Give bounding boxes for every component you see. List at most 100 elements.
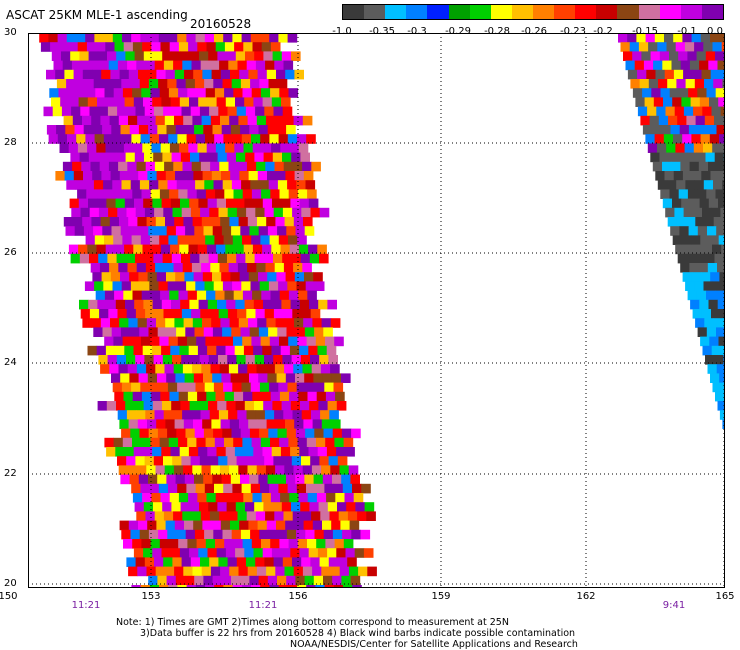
swath-cell bbox=[145, 161, 156, 172]
swath-cell bbox=[320, 511, 330, 521]
swath-cell bbox=[216, 244, 226, 255]
swath-cell bbox=[278, 483, 288, 494]
swath-cell bbox=[127, 263, 138, 273]
swath-cell bbox=[324, 483, 334, 494]
swath-cell bbox=[82, 115, 92, 126]
swath-cell bbox=[657, 42, 667, 52]
swath-cell bbox=[673, 69, 684, 80]
swath-cell bbox=[136, 263, 147, 273]
swath-cell bbox=[149, 281, 159, 291]
swath-cell bbox=[268, 180, 279, 190]
swath-cell bbox=[289, 391, 299, 402]
swath-cell bbox=[93, 327, 103, 337]
swath-cell bbox=[697, 226, 708, 236]
swath-cell bbox=[242, 189, 253, 199]
swath-cell bbox=[160, 493, 171, 503]
swath-cell bbox=[648, 79, 659, 89]
swath-cell bbox=[101, 272, 112, 282]
swath-cell bbox=[149, 585, 160, 588]
swath-cell bbox=[63, 217, 74, 227]
swath-cell bbox=[675, 244, 685, 255]
swath-map bbox=[28, 33, 725, 588]
swath-cell bbox=[273, 106, 284, 117]
swath-cell bbox=[685, 79, 696, 89]
swath-cell bbox=[242, 235, 252, 245]
swath-cell bbox=[701, 309, 712, 319]
swath-cell bbox=[314, 529, 325, 540]
swath-cell bbox=[103, 180, 113, 190]
swath-cell bbox=[131, 336, 142, 347]
swath-cell bbox=[332, 575, 342, 586]
swath-cell bbox=[115, 299, 126, 310]
swath-cell bbox=[623, 51, 633, 61]
swath-cell bbox=[190, 106, 201, 117]
swath-cell bbox=[136, 511, 146, 521]
swath-cell bbox=[130, 281, 141, 291]
swath-cell bbox=[181, 557, 192, 567]
swath-cell bbox=[721, 244, 725, 255]
swath-cell bbox=[660, 88, 671, 98]
swath-cell bbox=[240, 226, 250, 236]
swath-cell bbox=[92, 69, 102, 80]
swath-cell bbox=[313, 272, 323, 282]
swath-cell bbox=[259, 79, 269, 89]
swath-cell bbox=[191, 60, 202, 71]
swath-cell bbox=[246, 557, 256, 567]
swath-cell bbox=[217, 51, 227, 61]
swath-cell bbox=[247, 566, 258, 577]
swath-cell bbox=[150, 539, 161, 549]
swath-cell bbox=[325, 336, 335, 347]
swath-cell bbox=[706, 290, 716, 301]
swath-cell bbox=[364, 502, 375, 512]
swath-cell bbox=[697, 88, 707, 98]
swath-cell bbox=[220, 566, 230, 577]
swath-cell bbox=[213, 79, 223, 89]
swath-cell bbox=[162, 253, 173, 264]
swath-cell bbox=[120, 327, 131, 337]
swath-cell bbox=[198, 198, 208, 209]
swath-cell bbox=[110, 69, 120, 80]
swath-cell bbox=[665, 106, 676, 117]
swath-cell bbox=[307, 391, 318, 402]
swath-cell bbox=[303, 318, 313, 328]
swath-cell bbox=[276, 272, 286, 282]
swath-cell bbox=[296, 281, 307, 291]
swath-cell bbox=[273, 355, 283, 365]
swath-cell bbox=[283, 263, 294, 273]
swath-cell bbox=[139, 180, 150, 190]
color-scale-label: -0.15 bbox=[632, 26, 658, 37]
swath-cell bbox=[664, 69, 675, 80]
swath-cell bbox=[238, 115, 248, 126]
swath-cell bbox=[62, 60, 73, 71]
swath-cell bbox=[86, 88, 96, 98]
swath-cell bbox=[245, 456, 256, 466]
swath-cell bbox=[104, 290, 115, 301]
swath-cell bbox=[180, 51, 191, 61]
swath-cell bbox=[215, 493, 226, 503]
swath-cell bbox=[230, 125, 241, 135]
swath-cell bbox=[138, 272, 148, 282]
swath-cell bbox=[48, 33, 58, 43]
swath-cell bbox=[150, 235, 160, 245]
swath-cell bbox=[138, 474, 149, 485]
swath-cell bbox=[304, 373, 314, 383]
swath-cell bbox=[229, 419, 240, 429]
swath-cell bbox=[144, 106, 155, 117]
swath-cell bbox=[74, 125, 85, 135]
swath-cell bbox=[258, 373, 268, 383]
swath-cell bbox=[77, 189, 87, 199]
swath-cell bbox=[176, 428, 186, 439]
swath-cell bbox=[666, 42, 677, 52]
swath-cell bbox=[186, 585, 197, 588]
swath-cell bbox=[223, 134, 233, 144]
product-title: ASCAT 25KM MLE-1 ascending bbox=[6, 8, 188, 22]
swath-cell bbox=[176, 281, 187, 291]
swath-cell bbox=[250, 483, 261, 494]
swath-cell bbox=[184, 125, 195, 135]
swath-cell bbox=[645, 134, 655, 144]
swath-cell bbox=[674, 106, 685, 117]
swath-cell bbox=[233, 539, 243, 549]
swath-cell bbox=[669, 189, 680, 199]
swath-cell bbox=[204, 483, 215, 494]
color-scale-swatch bbox=[617, 5, 639, 19]
